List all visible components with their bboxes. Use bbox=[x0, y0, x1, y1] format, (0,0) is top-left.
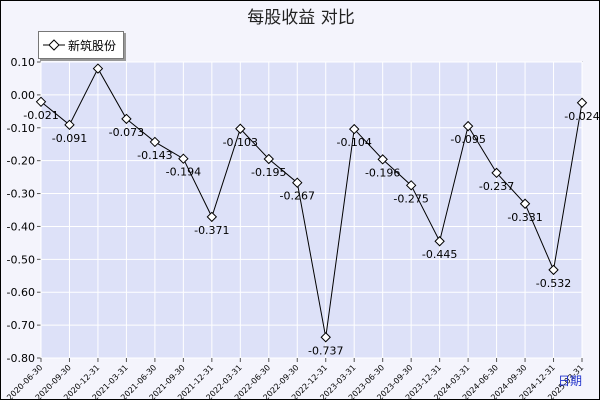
x-axis-label: 日期 bbox=[558, 374, 582, 388]
data-point bbox=[149, 136, 161, 148]
y-tick-label: -0.70 bbox=[7, 319, 35, 332]
data-label: -0.091 bbox=[52, 132, 87, 145]
data-point bbox=[263, 153, 274, 165]
data-point bbox=[178, 153, 189, 164]
y-tick-label: 0.00 bbox=[11, 89, 36, 102]
data-point bbox=[491, 167, 502, 179]
y-tick-label: -0.20 bbox=[7, 155, 35, 168]
legend-marker-icon bbox=[43, 39, 65, 51]
data-point bbox=[206, 211, 218, 223]
legend: 新筑股份 bbox=[38, 31, 124, 59]
data-label: -0.104 bbox=[336, 136, 371, 149]
data-label: -0.532 bbox=[536, 277, 571, 290]
data-point bbox=[235, 123, 246, 134]
data-point bbox=[64, 119, 75, 131]
y-tick-label: -0.60 bbox=[7, 286, 35, 299]
data-point bbox=[519, 198, 531, 209]
data-point bbox=[548, 264, 559, 276]
y-tick-label: -0.40 bbox=[7, 220, 35, 233]
data-label: -0.737 bbox=[308, 344, 343, 357]
series-line bbox=[40, 67, 583, 338]
data-label: -0.194 bbox=[166, 166, 201, 179]
data-label: -0.275 bbox=[393, 192, 428, 205]
y-tick-label: -0.80 bbox=[7, 352, 35, 365]
y-tick-label: -0.30 bbox=[7, 188, 35, 201]
data-point bbox=[405, 180, 417, 191]
data-label: -0.095 bbox=[450, 133, 485, 146]
data-point bbox=[349, 123, 360, 135]
y-tick-label: -0.50 bbox=[7, 253, 35, 266]
chart-title: 每股收益 对比 bbox=[247, 8, 355, 28]
data-label: -0.371 bbox=[194, 224, 229, 237]
data-point bbox=[320, 332, 331, 343]
plot-area bbox=[40, 61, 583, 359]
data-label: -0.024 bbox=[564, 110, 599, 123]
data-label: -0.331 bbox=[507, 211, 542, 224]
data-point bbox=[434, 236, 445, 247]
data-label: -0.073 bbox=[109, 126, 144, 139]
y-tick-label: 0.10 bbox=[11, 56, 36, 69]
data-label: -0.103 bbox=[223, 136, 258, 149]
data-point bbox=[92, 63, 104, 74]
data-label: -0.237 bbox=[479, 180, 514, 193]
data-point bbox=[35, 96, 47, 108]
data-label: -0.267 bbox=[280, 190, 315, 203]
data-label: -0.021 bbox=[23, 109, 58, 122]
data-point bbox=[576, 97, 588, 108]
data-label: -0.445 bbox=[422, 248, 457, 261]
y-tick-label: -0.10 bbox=[7, 122, 35, 135]
data-label: -0.143 bbox=[137, 149, 172, 162]
data-point bbox=[377, 154, 388, 165]
data-label: -0.196 bbox=[365, 166, 400, 179]
data-point bbox=[292, 177, 303, 188]
data-point bbox=[121, 113, 132, 125]
data-point bbox=[462, 120, 474, 132]
legend-label: 新筑股份 bbox=[68, 38, 117, 53]
data-label: -0.195 bbox=[251, 166, 286, 179]
